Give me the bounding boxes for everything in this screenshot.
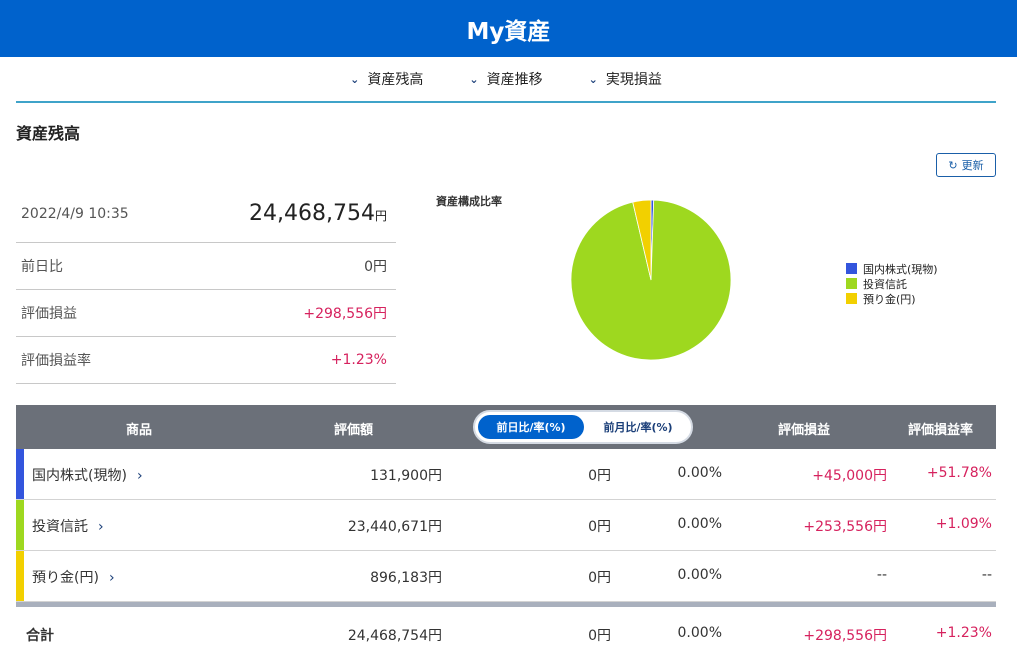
legend-swatch bbox=[846, 278, 857, 289]
nav-item-realized[interactable]: ⌄ 実現損益 bbox=[589, 69, 662, 89]
refresh-label: 更新 bbox=[961, 159, 984, 172]
row-profit: +253,556円 bbox=[803, 519, 887, 535]
summary-label: 前日比 bbox=[21, 259, 63, 275]
chevron-down-icon: ⌄ bbox=[469, 72, 479, 86]
total-profit-rate: +1.23% bbox=[935, 625, 992, 641]
row-profit-rate: +1.09% bbox=[935, 516, 992, 532]
row-product-link[interactable]: 投資信託 › bbox=[32, 516, 104, 536]
row-product-name: 投資信託 bbox=[32, 519, 88, 535]
toggle-day-change[interactable]: 前日比/率(%) bbox=[478, 415, 584, 439]
row-day-change: 0円 bbox=[588, 570, 611, 586]
summary-value: +1.23% bbox=[330, 352, 387, 368]
toggle-month-change[interactable]: 前月比/率(%) bbox=[603, 421, 673, 434]
row-value: 896,183円 bbox=[370, 570, 442, 586]
table-row: 預り金(円) › 896,183円 0円 0.00% -- -- bbox=[16, 551, 996, 602]
balance-summary: 2022/4/9 10:35 24,468,754円 前日比 0円 評価損益 +… bbox=[16, 185, 396, 384]
nav-item-history[interactable]: ⌄ 資産推移 bbox=[469, 69, 542, 89]
row-value: 131,900円 bbox=[370, 468, 442, 484]
summary-row-profit-rate: 評価損益率 +1.23% bbox=[16, 337, 396, 384]
chart-title: 資産構成比率 bbox=[436, 195, 502, 208]
legend-swatch bbox=[846, 263, 857, 274]
total-day-change: 0円 bbox=[588, 628, 611, 644]
table-header: 商品 評価額 前日比/率(%) 前月比/率(%) 評価損益 評価損益率 bbox=[16, 405, 996, 449]
nav-item-label: 実現損益 bbox=[605, 72, 662, 88]
summary-label: 評価損益 bbox=[21, 306, 77, 322]
total-profit: +298,556円 bbox=[803, 628, 887, 644]
refresh-button[interactable]: ↻ 更新 bbox=[936, 153, 996, 177]
chevron-right-icon: › bbox=[108, 570, 115, 586]
allocation-pie-chart bbox=[570, 199, 732, 361]
total-value-cell: 24,468,754円 bbox=[347, 628, 442, 644]
header-value: 評価額 bbox=[334, 423, 374, 438]
total-value-number: 24,468,754 bbox=[249, 201, 375, 226]
table-row: 投資信託 › 23,440,671円 0円 0.00% +253,556円 +1.… bbox=[16, 500, 996, 551]
holdings-table: 商品 評価額 前日比/率(%) 前月比/率(%) 評価損益 評価損益率 国内株式… bbox=[16, 405, 996, 661]
summary-label: 評価損益率 bbox=[21, 353, 91, 369]
row-day-rate: 0.00% bbox=[677, 465, 722, 481]
app-header: My資産 bbox=[0, 0, 1017, 57]
as-of-datetime: 2022/4/9 10:35 bbox=[21, 205, 129, 222]
legend-label: 投資信託 bbox=[863, 277, 907, 291]
section-title: 資産残高 bbox=[16, 124, 81, 143]
total-label: 合計 bbox=[26, 628, 54, 644]
section-nav: ⌄ 資産残高 ⌄ 資産推移 ⌄ 実現損益 bbox=[16, 57, 996, 103]
row-day-rate: 0.00% bbox=[677, 567, 722, 583]
row-color-bar bbox=[16, 551, 24, 601]
table-row: 国内株式(現物) › 131,900円 0円 0.00% +45,000円 +51… bbox=[16, 449, 996, 500]
row-product-link[interactable]: 国内株式(現物) › bbox=[32, 465, 143, 485]
total-separator bbox=[16, 602, 996, 607]
page-title: My資産 bbox=[466, 18, 551, 45]
summary-row-profit: 評価損益 +298,556円 bbox=[16, 290, 396, 337]
nav-item-label: 資産残高 bbox=[367, 72, 424, 88]
row-profit: -- bbox=[876, 567, 887, 583]
legend-label: 預り金(円) bbox=[863, 292, 916, 306]
chevron-right-icon: › bbox=[98, 519, 104, 535]
row-color-bar bbox=[16, 449, 24, 499]
row-profit-rate: +51.78% bbox=[926, 465, 992, 481]
total-day-rate: 0.00% bbox=[677, 625, 722, 641]
table-total-row: 合計 24,468,754円 0円 0.00% +298,556円 +1.23% bbox=[16, 607, 996, 661]
row-product-link[interactable]: 預り金(円) › bbox=[32, 567, 115, 587]
chart-legend: 国内株式(現物) 投資信託 預り金(円) bbox=[846, 261, 938, 306]
chevron-down-icon: ⌄ bbox=[588, 72, 598, 86]
row-profit: +45,000円 bbox=[812, 468, 887, 484]
row-value: 23,440,671円 bbox=[347, 519, 442, 535]
period-toggle: 前日比/率(%) 前月比/率(%) bbox=[473, 410, 693, 444]
header-product: 商品 bbox=[126, 423, 153, 438]
legend-label: 国内株式(現物) bbox=[863, 262, 938, 276]
refresh-icon: ↻ bbox=[948, 158, 958, 172]
row-profit-rate: -- bbox=[981, 567, 992, 583]
row-day-change: 0円 bbox=[588, 519, 611, 535]
row-day-change: 0円 bbox=[588, 468, 611, 484]
total-value: 24,468,754円 bbox=[249, 201, 387, 226]
chevron-down-icon: ⌄ bbox=[350, 72, 360, 86]
row-product-name: 預り金(円) bbox=[32, 570, 99, 586]
header-profit-rate: 評価損益率 bbox=[908, 423, 974, 438]
legend-item-domestic-stock: 国内株式(現物) bbox=[846, 261, 938, 276]
total-value-unit: 円 bbox=[374, 209, 387, 223]
pie-slice-2 bbox=[632, 199, 652, 281]
row-day-rate: 0.00% bbox=[677, 516, 722, 532]
nav-item-balance[interactable]: ⌄ 資産残高 bbox=[350, 69, 423, 89]
legend-item-cash: 預り金(円) bbox=[846, 291, 938, 306]
legend-swatch bbox=[846, 293, 857, 304]
row-product-name: 国内株式(現物) bbox=[32, 468, 127, 484]
header-profit: 評価損益 bbox=[778, 423, 831, 438]
summary-value: 0円 bbox=[364, 259, 387, 275]
nav-item-label: 資産推移 bbox=[486, 72, 543, 88]
row-color-bar bbox=[16, 500, 24, 550]
chevron-right-icon: › bbox=[136, 468, 143, 484]
summary-row-day-change: 前日比 0円 bbox=[16, 243, 396, 290]
summary-total-row: 2022/4/9 10:35 24,468,754円 bbox=[16, 185, 396, 243]
legend-item-fund: 投資信託 bbox=[846, 276, 938, 291]
summary-value: +298,556円 bbox=[303, 306, 387, 322]
